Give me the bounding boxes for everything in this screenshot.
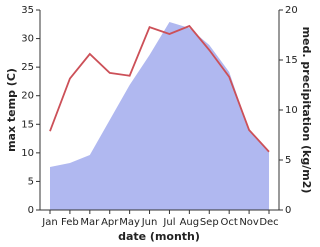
x-tick-label: Dec (259, 217, 278, 228)
x-tick-label: Aug (180, 217, 200, 228)
y2-tick-label: 15 (285, 55, 298, 66)
y-tick-label: 20 (21, 91, 34, 102)
precipitation-area (50, 22, 269, 210)
y2-axis-title: med. precipitation (kg/m2) (300, 27, 313, 194)
temperature-line (49, 24, 270, 153)
x-tick-label: Nov (239, 217, 259, 228)
y-axis-title: max temp (C) (5, 68, 18, 152)
y2-tick-label: 0 (285, 205, 291, 216)
x-tick-label: Jul (162, 217, 175, 228)
y-tick-label: 5 (28, 176, 34, 187)
y-tick-label: 10 (21, 148, 34, 159)
y-tick-label: 15 (21, 119, 34, 130)
y-tick-label: 35 (21, 5, 34, 16)
y2-tick-label: 10 (285, 105, 298, 116)
x-axis-title: date (month) (118, 230, 200, 243)
x-tick-label: Sep (200, 217, 219, 228)
y-tick-label: 30 (21, 34, 34, 45)
y2-tick-label: 5 (285, 155, 291, 166)
x-tick-label: Jun (141, 217, 158, 228)
x-tick-label: Oct (221, 217, 238, 228)
x-tick-label: Jan (41, 217, 57, 228)
y-tick-label: 25 (21, 62, 34, 73)
x-tick-label: Apr (101, 217, 119, 228)
y-tick-label: 0 (28, 205, 34, 216)
x-tick-label: Mar (80, 217, 100, 228)
y2-tick-label: 20 (285, 5, 298, 16)
x-tick-label: May (119, 217, 140, 228)
x-tick-label: Feb (61, 217, 79, 228)
